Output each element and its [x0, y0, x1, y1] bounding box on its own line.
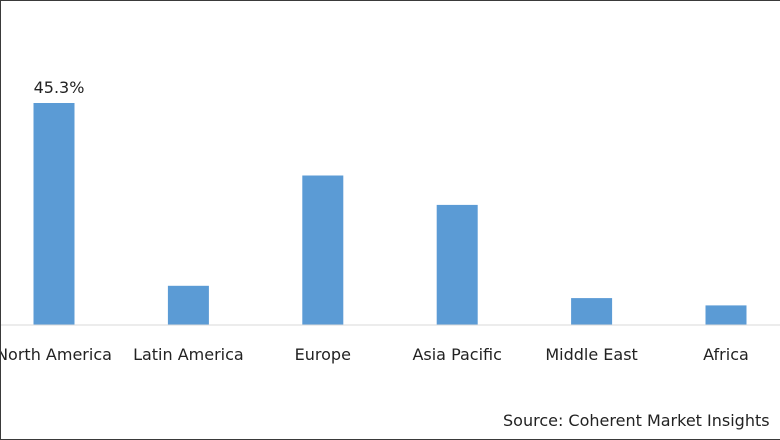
x-tick-label: Middle East	[545, 345, 637, 364]
labels-layer: North America 45.3% Latin America Europe Asi…	[1, 78, 749, 364]
bar-middle-east	[571, 298, 613, 326]
source-note: Source: Coherent Market Insights	[503, 411, 770, 430]
x-tick-label: North America	[1, 345, 112, 364]
bars-layer	[33, 103, 747, 326]
bar-europe	[302, 175, 344, 325]
x-tick-label: Europe	[295, 345, 351, 364]
x-tick-label: Asia Pacific	[412, 345, 501, 364]
bar-asia-pacific	[436, 204, 478, 325]
data-label: 45.3%	[34, 78, 85, 97]
bar-north-america	[33, 103, 75, 325]
x-tick-label: Latin America	[133, 345, 244, 364]
bar-africa	[705, 305, 747, 325]
bar-latin-america	[167, 285, 209, 325]
x-tick-label: Africa	[703, 345, 749, 364]
